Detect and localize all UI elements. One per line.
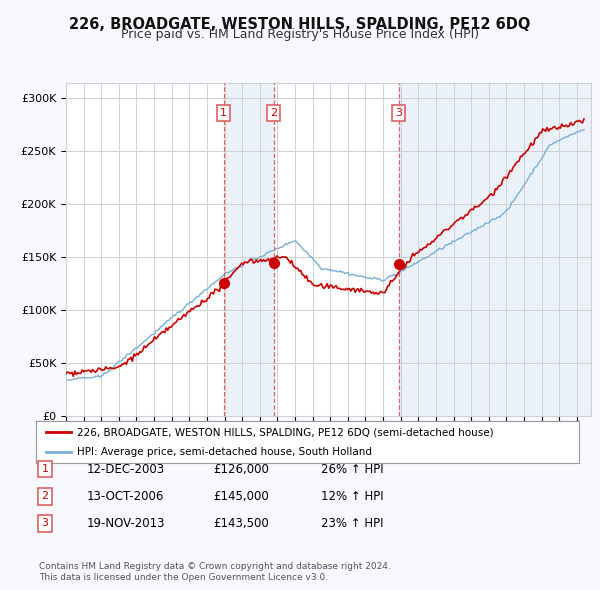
Text: 12-DEC-2003: 12-DEC-2003 [87,463,165,476]
Text: 2: 2 [270,109,277,118]
Text: 226, BROADGATE, WESTON HILLS, SPALDING, PE12 6DQ: 226, BROADGATE, WESTON HILLS, SPALDING, … [70,17,530,31]
Text: 1: 1 [220,109,227,118]
Text: £143,500: £143,500 [213,517,269,530]
Bar [398,83,591,416]
Text: 3: 3 [41,519,49,528]
Bar [224,83,274,416]
Text: 226, BROADGATE, WESTON HILLS, SPALDING, PE12 6DQ (semi-detached house): 226, BROADGATE, WESTON HILLS, SPALDING, … [77,427,493,437]
Text: 13-OCT-2006: 13-OCT-2006 [87,490,164,503]
Text: Contains HM Land Registry data © Crown copyright and database right 2024.: Contains HM Land Registry data © Crown c… [39,562,391,571]
Text: 1: 1 [41,464,49,474]
Text: This data is licensed under the Open Government Licence v3.0.: This data is licensed under the Open Gov… [39,573,328,582]
Text: 12% ↑ HPI: 12% ↑ HPI [321,490,383,503]
Text: 3: 3 [395,109,402,118]
Text: 19-NOV-2013: 19-NOV-2013 [87,517,166,530]
Text: £126,000: £126,000 [213,463,269,476]
Text: 26% ↑ HPI: 26% ↑ HPI [321,463,383,476]
Text: £145,000: £145,000 [213,490,269,503]
Text: 23% ↑ HPI: 23% ↑ HPI [321,517,383,530]
Text: 2: 2 [41,491,49,501]
Text: Price paid vs. HM Land Registry's House Price Index (HPI): Price paid vs. HM Land Registry's House … [121,28,479,41]
Text: HPI: Average price, semi-detached house, South Holland: HPI: Average price, semi-detached house,… [77,447,372,457]
